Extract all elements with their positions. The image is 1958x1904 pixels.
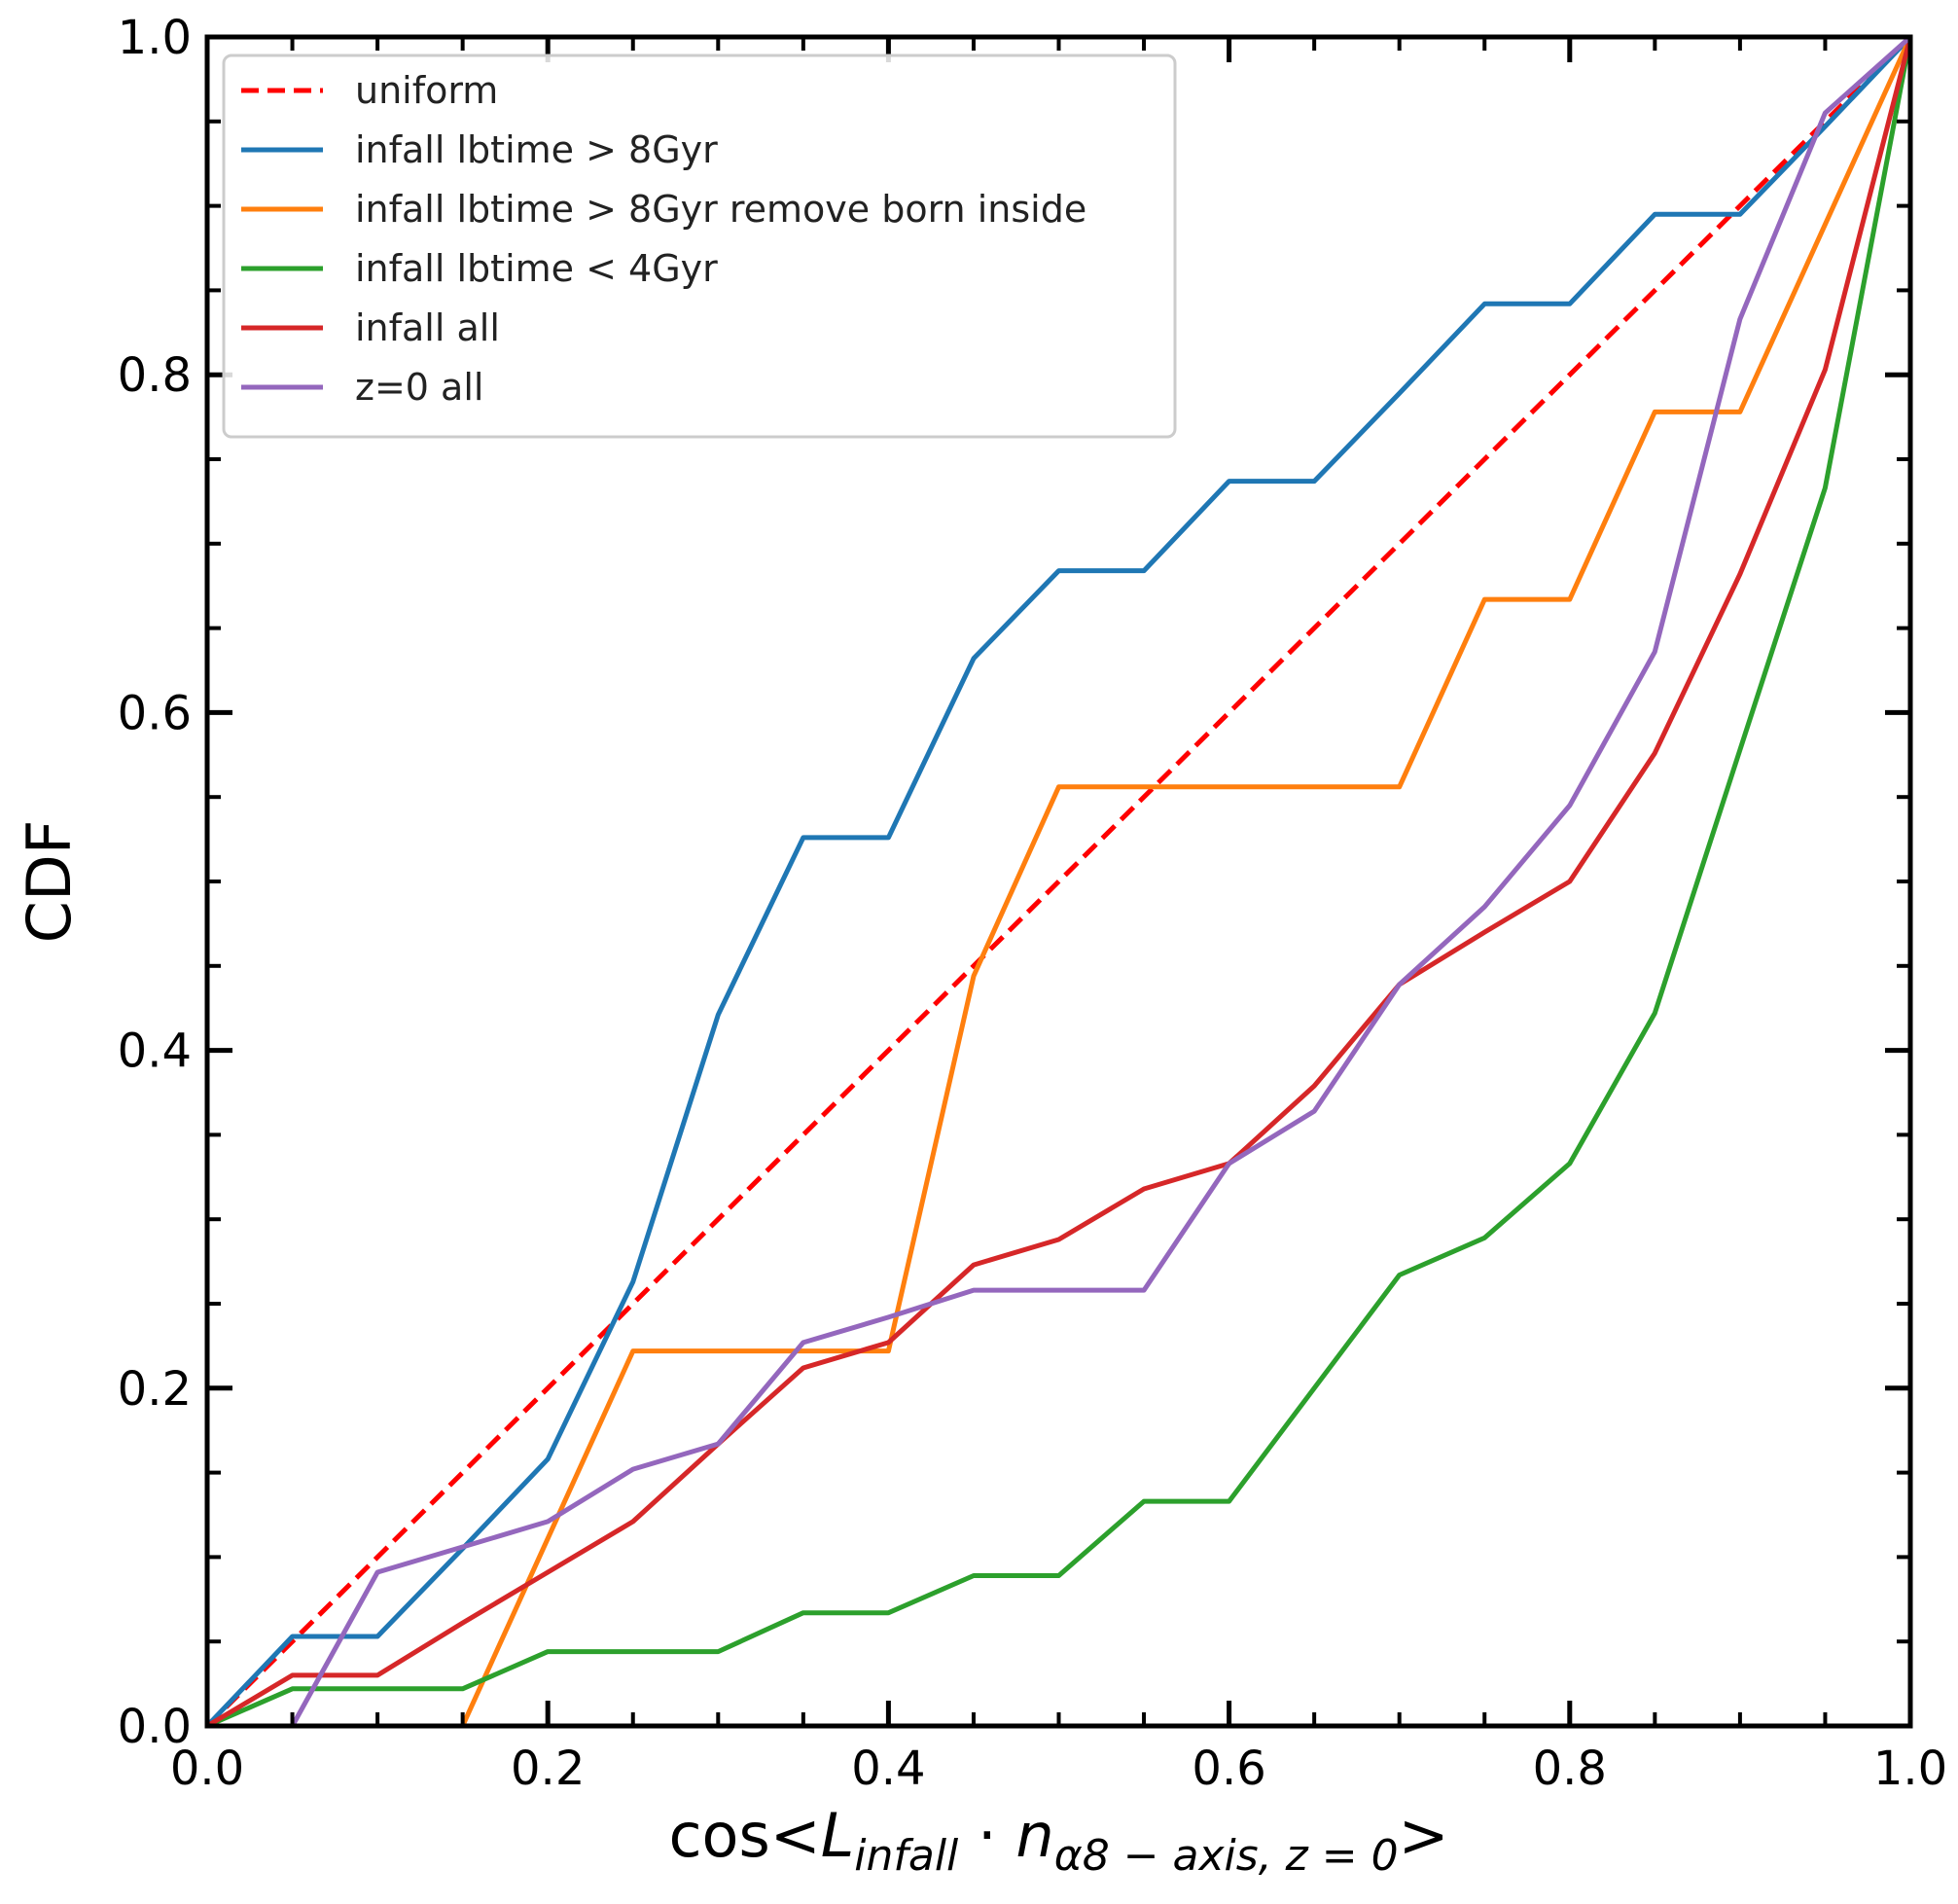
ticks-layer: 0.00.0 0.2 0.2 0.4 0.4 0.6 0.6 0.8 0.8 1.0 1.0 [118, 11, 1948, 1796]
x-tick-label: 0.6 [1192, 1742, 1265, 1796]
legend: uniform infall lbtime > 8Gyr infall lbtime… [222, 54, 1177, 439]
x-tick-label: 1.0 [1873, 1742, 1947, 1796]
y-tick-label: 0.8 [118, 348, 192, 403]
legend-box [222, 54, 1177, 439]
y-tick-label: 1.0 [118, 11, 192, 65]
x-tick-label: 0.2 [511, 1742, 585, 1796]
y-tick-label: 0.6 [118, 686, 192, 740]
series-line-0 [205, 35, 1912, 1728]
x-label-L-subscript: infall [854, 1831, 959, 1881]
legend-label-2: infall lbtime > 8Gyr remove born inside [355, 188, 1086, 231]
legend-label-4: infall all [355, 306, 500, 349]
legend-label-1: infall lbtime > 8Gyr [355, 128, 718, 171]
x-tick-label: 0.8 [1533, 1742, 1607, 1796]
y-axis-label: CDF [14, 820, 85, 944]
series-line-4 [204, 34, 1913, 1729]
x-tick-label: 0.4 [851, 1742, 925, 1796]
x-label-suffix: > [1399, 1800, 1449, 1871]
x-label-n-subscript: α8 − axis, z = 0 [1054, 1831, 1399, 1881]
y-tick-label: 0.2 [118, 1362, 192, 1417]
series-layer [204, 34, 1913, 1729]
x-axis-label: cos<Linfall · nα8 − axis, z = 0> [668, 1800, 1448, 1881]
x-label-L: L [821, 1800, 855, 1871]
x-label-dot: · [958, 1800, 1015, 1871]
legend-label-0: uniform [355, 69, 498, 112]
series-line-1 [204, 34, 1913, 1729]
legend-label-5: z=0 all [355, 366, 483, 409]
series-line-5 [290, 34, 1913, 1729]
legend-label-3: infall lbtime < 4Gyr [355, 247, 718, 290]
y-tick-label: 0.0 [118, 1700, 192, 1754]
y-tick-label: 0.4 [118, 1024, 192, 1079]
series-line-2 [460, 34, 1913, 1729]
series-line-3 [204, 34, 1913, 1729]
x-label-n: n [1015, 1800, 1053, 1871]
x-label-prefix: cos< [668, 1800, 820, 1871]
x-tick-label: 0.0 [170, 1742, 244, 1796]
